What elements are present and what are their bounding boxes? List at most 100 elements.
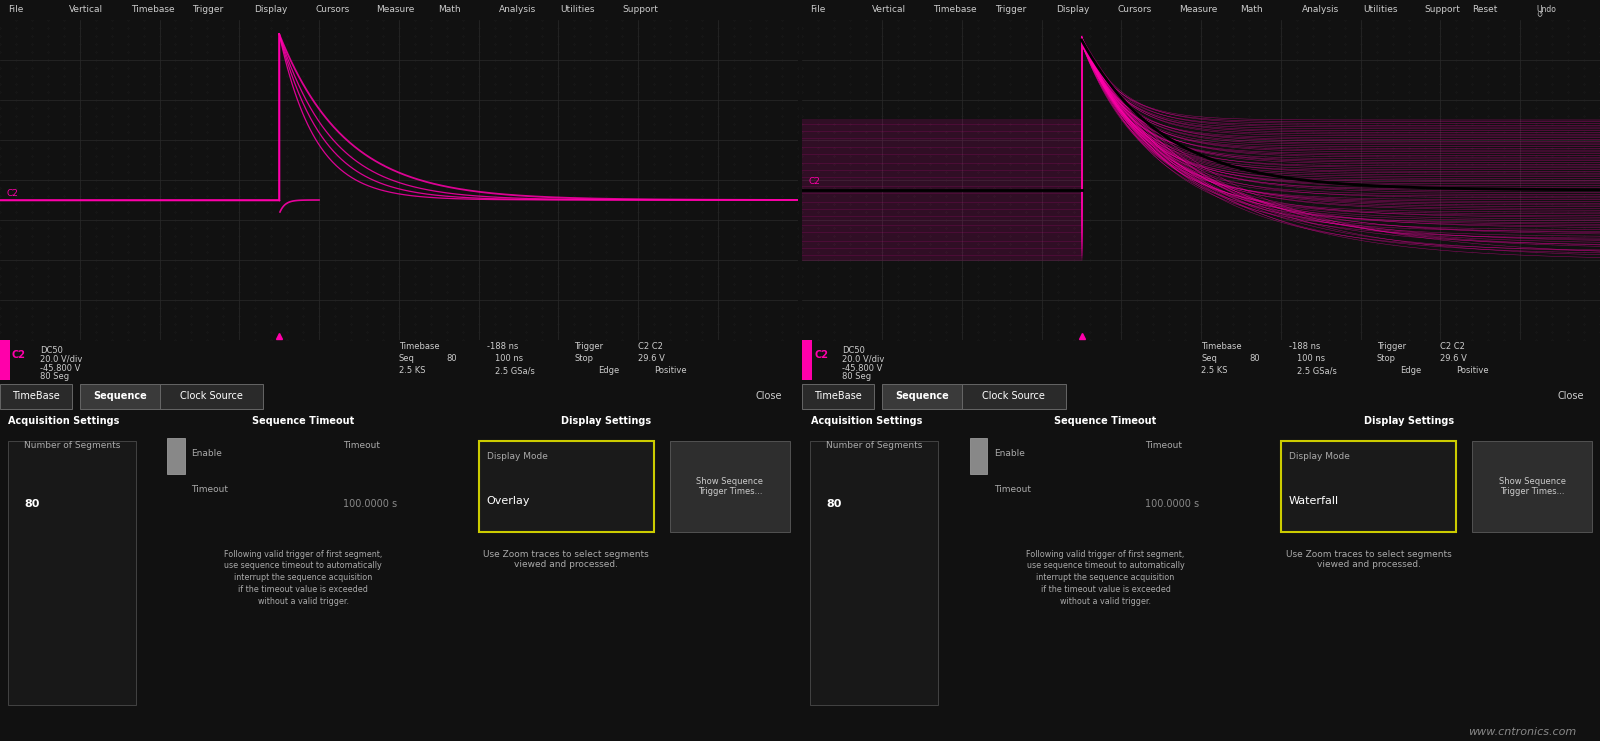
Text: 2.5 KS: 2.5 KS	[1202, 366, 1227, 375]
Bar	[160, 384, 264, 409]
Text: Positive: Positive	[654, 366, 686, 375]
Text: Display: Display	[1056, 5, 1090, 15]
Text: Measure: Measure	[376, 5, 414, 15]
Text: Display Settings: Display Settings	[562, 416, 651, 426]
Text: Timebase: Timebase	[1202, 342, 1242, 351]
Text: C2: C2	[808, 177, 821, 186]
Text: 20.0 V/div: 20.0 V/div	[40, 355, 82, 364]
Bar	[802, 384, 874, 409]
Text: File: File	[810, 5, 826, 15]
Text: Undo: Undo	[1536, 4, 1557, 13]
Bar	[1282, 442, 1456, 531]
Text: Following valid trigger of first segment,
use sequence timeout to automatically
: Following valid trigger of first segment…	[1026, 550, 1184, 606]
Text: Sequence: Sequence	[93, 391, 147, 401]
Text: Support: Support	[1424, 5, 1461, 15]
Text: 100 ns: 100 ns	[494, 354, 523, 363]
Text: 20.0 V/div: 20.0 V/div	[842, 355, 885, 364]
Text: Sequence Timeout: Sequence Timeout	[1054, 416, 1157, 426]
Text: Utilities: Utilities	[560, 5, 595, 15]
Bar	[478, 442, 654, 531]
Text: Edge: Edge	[1400, 366, 1422, 375]
Text: C2: C2	[6, 189, 18, 198]
Text: Reset: Reset	[1472, 4, 1498, 13]
Text: Timeout: Timeout	[342, 442, 379, 451]
Text: 80 Seg: 80 Seg	[40, 373, 69, 382]
Text: -45.800 V: -45.800 V	[842, 364, 883, 373]
Text: Math: Math	[1240, 5, 1262, 15]
Text: 29.6 V: 29.6 V	[1440, 354, 1467, 363]
Text: Acquisition Settings: Acquisition Settings	[811, 416, 922, 426]
Text: Analysis: Analysis	[499, 5, 536, 15]
Text: Seq: Seq	[1202, 354, 1218, 363]
Text: Use Zoom traces to select segments
viewed and processed.: Use Zoom traces to select segments viewe…	[1286, 550, 1451, 569]
Text: 2.5 GSa/s: 2.5 GSa/s	[494, 366, 534, 375]
Text: Timebase: Timebase	[398, 342, 440, 351]
Text: Trigger: Trigger	[995, 5, 1026, 15]
Text: Trigger: Trigger	[192, 5, 224, 15]
Text: Utilities: Utilities	[1363, 5, 1398, 15]
Text: TimeBase: TimeBase	[13, 391, 59, 401]
Bar	[670, 442, 790, 531]
Text: Analysis: Analysis	[1302, 5, 1339, 15]
Bar	[1472, 442, 1592, 531]
Text: DC50: DC50	[842, 346, 866, 355]
Text: Trigger: Trigger	[574, 342, 603, 351]
Text: 80: 80	[446, 354, 458, 363]
Text: Enable: Enable	[192, 448, 222, 458]
Text: Stop: Stop	[574, 354, 594, 363]
Bar	[168, 438, 186, 473]
Text: Number of Segments: Number of Segments	[24, 442, 120, 451]
Text: C2 C2: C2 C2	[1440, 342, 1466, 351]
Bar	[0, 340, 10, 380]
Text: Display Mode: Display Mode	[486, 452, 547, 461]
Text: C2: C2	[11, 350, 26, 360]
Text: Waterfall: Waterfall	[1290, 496, 1339, 505]
Text: Timebase: Timebase	[131, 5, 174, 15]
Text: 2.5 KS: 2.5 KS	[398, 366, 426, 375]
Text: Display: Display	[254, 5, 286, 15]
Bar	[8, 442, 136, 705]
Text: Stop: Stop	[1376, 354, 1395, 363]
Text: Timebase: Timebase	[933, 5, 978, 15]
Text: Trigger: Trigger	[1376, 342, 1406, 351]
Text: Display Mode: Display Mode	[1290, 452, 1350, 461]
Bar	[802, 340, 811, 380]
Text: Close: Close	[1557, 391, 1584, 401]
Text: www.cntronics.com: www.cntronics.com	[1467, 728, 1576, 737]
Text: DC50: DC50	[40, 346, 62, 355]
Text: Acquisition Settings: Acquisition Settings	[8, 416, 120, 426]
Text: File: File	[8, 5, 24, 15]
Text: 80: 80	[826, 499, 842, 509]
Text: Support: Support	[622, 5, 658, 15]
Text: Use Zoom traces to select segments
viewed and processed.: Use Zoom traces to select segments viewe…	[483, 550, 650, 569]
Text: TimeBase: TimeBase	[814, 391, 862, 401]
Text: Cursors: Cursors	[1117, 5, 1152, 15]
Bar	[882, 384, 962, 409]
Text: Sequence: Sequence	[894, 391, 949, 401]
Text: Edge: Edge	[598, 366, 619, 375]
Text: 29.6 V: 29.6 V	[638, 354, 666, 363]
Bar	[970, 438, 987, 473]
Text: ↺: ↺	[1536, 10, 1542, 19]
Text: 80: 80	[1250, 354, 1259, 363]
Text: Close: Close	[755, 391, 782, 401]
Text: Timeout: Timeout	[1146, 442, 1182, 451]
Text: Timeout: Timeout	[994, 485, 1030, 494]
Text: Measure: Measure	[1179, 5, 1218, 15]
Text: 2.5 GSa/s: 2.5 GSa/s	[1298, 366, 1336, 375]
Text: Show Sequence
Trigger Times...: Show Sequence Trigger Times...	[696, 476, 763, 496]
Text: C2 C2: C2 C2	[638, 342, 662, 351]
Text: Vertical: Vertical	[69, 5, 104, 15]
Text: Cursors: Cursors	[315, 5, 349, 15]
Bar	[80, 384, 160, 409]
Text: Show Sequence
Trigger Times...: Show Sequence Trigger Times...	[1499, 476, 1566, 496]
Text: C2: C2	[814, 350, 829, 360]
Text: Overlay: Overlay	[486, 496, 530, 505]
Text: -188 ns: -188 ns	[1290, 342, 1320, 351]
Text: -45.800 V: -45.800 V	[40, 364, 80, 373]
Text: 100 ns: 100 ns	[1298, 354, 1325, 363]
Bar	[962, 384, 1066, 409]
Text: Positive: Positive	[1456, 366, 1490, 375]
Text: 80: 80	[24, 499, 40, 509]
Text: Clock Source: Clock Source	[179, 391, 243, 401]
